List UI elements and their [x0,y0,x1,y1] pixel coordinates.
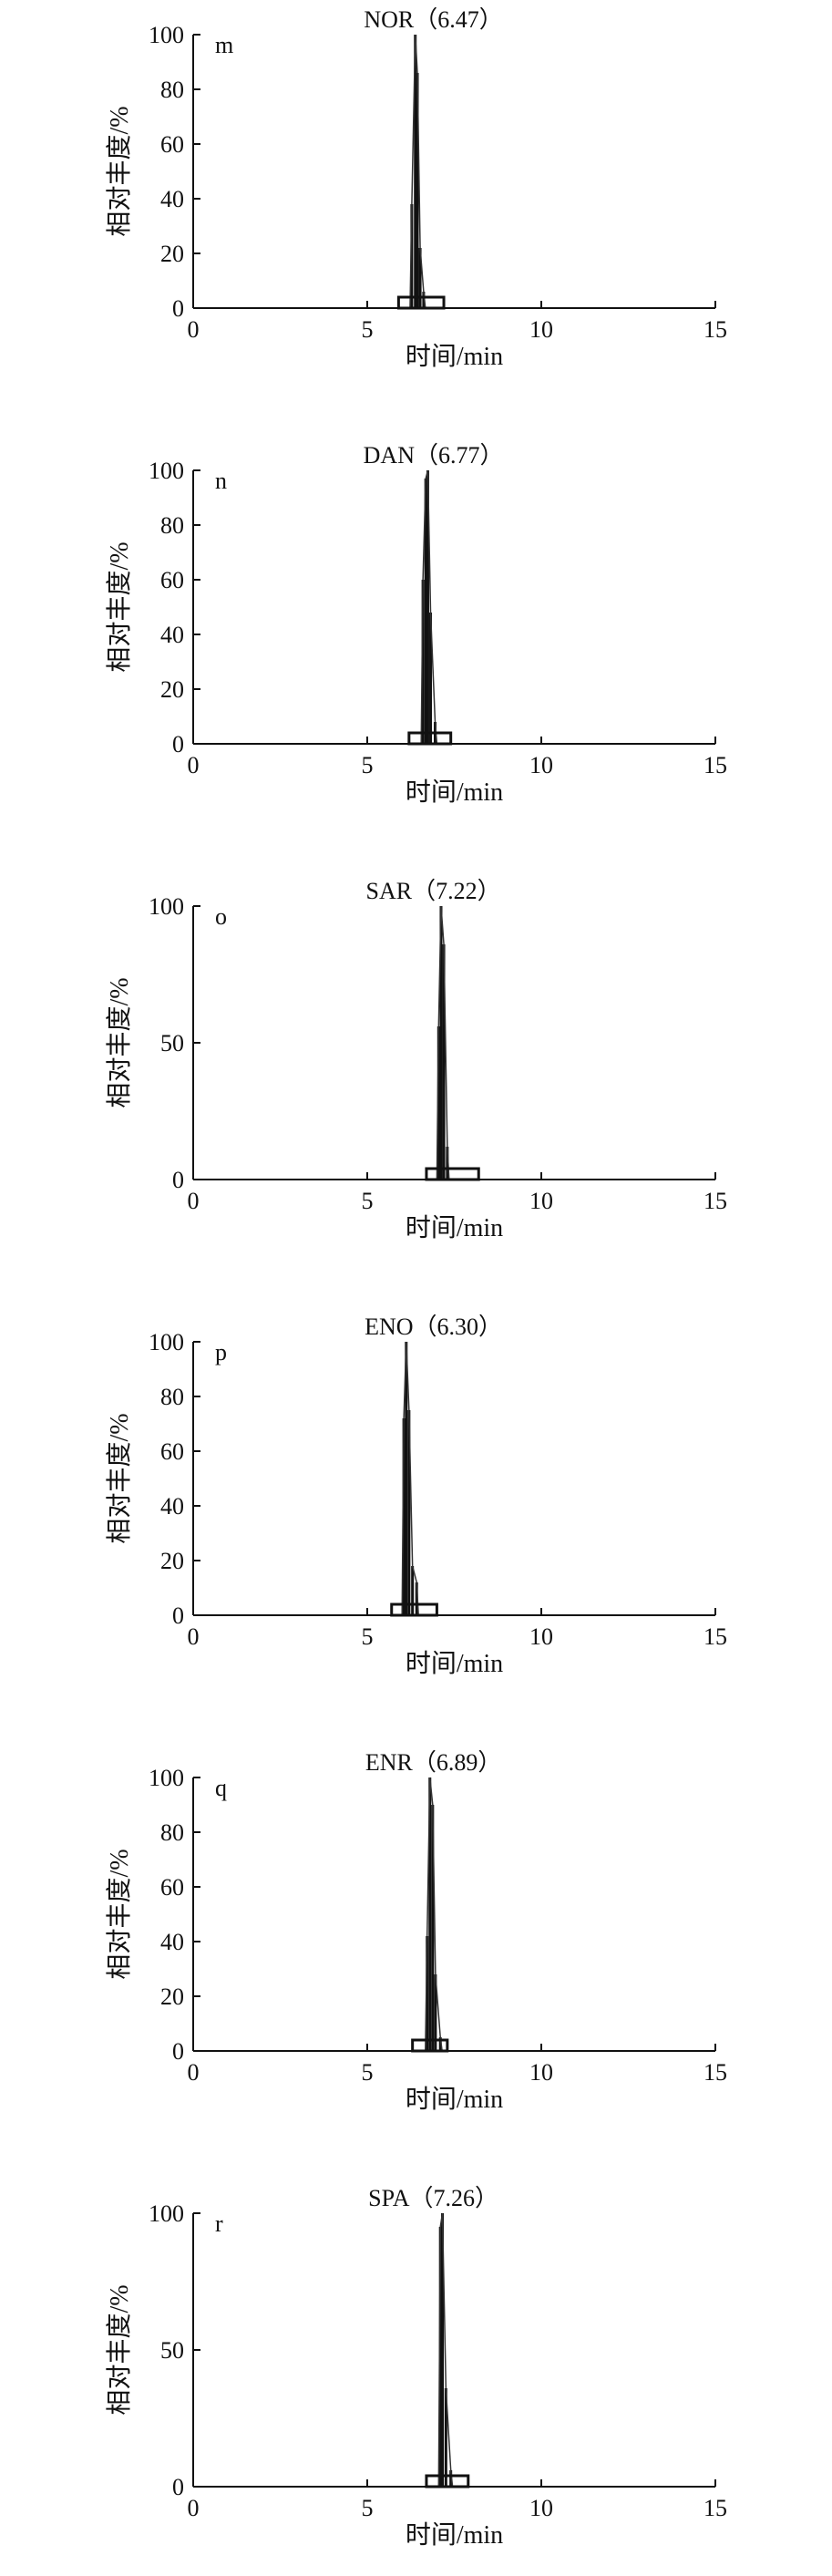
x-tick-label: 0 [188,2495,200,2521]
y-tick-label: 100 [149,1765,184,1791]
chart-panel-n: 0 5 10 15 0 20 40 60 80 100 n DAN（6.77） 时间/min 相对丰度/% [105,442,727,807]
y-tick-label: 0 [172,731,184,757]
y-tick-label: 20 [160,1548,184,1574]
y-tick-label: 20 [160,676,184,703]
x-tick-label: 0 [188,2059,200,2086]
baseline-box [407,731,453,746]
x-tick-label: 15 [704,752,727,778]
x-axis-label: 时间/min [406,2520,503,2550]
y-tick-label: 100 [149,1329,184,1355]
x-tick-label: 10 [529,2059,553,2086]
y-tick-label: 80 [160,1384,184,1410]
y-axis-label: 相对丰度/% [105,1849,134,1979]
y-tick-label: 100 [149,893,184,920]
y-tick-label: 80 [160,1819,184,1846]
y-tick-label: 40 [160,186,184,212]
chart-title: ENR（6.89） [365,1749,502,1776]
y-tick-label: 60 [160,567,184,593]
y-tick-label: 50 [160,1030,184,1056]
peak-outline [401,1341,419,1616]
x-tick-label: 0 [188,1623,200,1650]
y-tick-label: 50 [160,2337,184,2364]
panel-letter: q [215,1775,227,1801]
y-tick-label: 40 [160,1493,184,1520]
x-tick-label: 5 [362,1623,374,1650]
y-axis-label: 相对丰度/% [105,106,134,236]
x-axis-label: 时间/min [406,778,503,807]
y-tick-label: 100 [149,22,184,48]
x-tick-label: 10 [529,2495,553,2521]
x-tick-label: 15 [704,2059,727,2086]
x-tick-label: 5 [362,316,374,343]
x-tick-label: 10 [529,316,553,343]
x-tick-label: 10 [529,1623,553,1650]
y-tick-label: 0 [172,2474,184,2500]
x-axis-label: 时间/min [406,1649,503,1678]
baseline-box [411,2038,449,2053]
x-tick-label: 5 [362,752,374,778]
panel-letter: n [215,468,227,494]
y-tick-label: 0 [172,1602,184,1629]
baseline-box [396,295,446,310]
y-tick-label: 20 [160,1984,184,2010]
x-tick-label: 15 [704,1623,727,1650]
x-tick-label: 10 [529,1188,553,1214]
chart-panel-o: 0 5 10 15 0 50 100 o SAR（7.22） 时间/min 相对丰度/% [105,878,727,1242]
x-tick-label: 0 [188,316,200,343]
peak-outline [420,469,438,745]
peak-outline [409,34,426,309]
x-tick-label: 5 [362,2059,374,2086]
y-tick-label: 0 [172,295,184,322]
y-tick-label: 60 [160,131,184,158]
chart-panel-p: 0 5 10 15 0 20 40 60 80 100 p ENO（6.30） 时间/min 相对丰度/% [105,1314,727,1678]
y-tick-label: 60 [160,1438,184,1465]
y-axis-label: 相对丰度/% [105,977,134,1108]
peak-outline [425,1777,443,2052]
y-tick-label: 80 [160,512,184,539]
y-tick-label: 80 [160,77,184,103]
chart-title: SAR（7.22） [366,878,501,904]
x-axis-label: 时间/min [406,2085,503,2114]
y-tick-label: 100 [149,2200,184,2227]
chart-panel-q: 0 5 10 15 0 20 40 60 80 100 q ENR（6.89） 时间/min 相对丰度/% [105,1749,727,2114]
y-tick-label: 40 [160,1929,184,1955]
y-tick-label: 100 [149,458,184,484]
baseline-box [425,1167,480,1181]
panel-letter: o [215,903,227,930]
x-tick-label: 15 [704,1188,727,1214]
y-axis-label: 相对丰度/% [105,2284,134,2415]
chart-title: ENO（6.30） [365,1314,502,1340]
baseline-box [390,1602,438,1617]
y-axis-label: 相对丰度/% [105,541,134,672]
y-tick-label: 20 [160,241,184,267]
x-tick-label: 10 [529,752,553,778]
panel-letter: p [215,1339,227,1365]
y-tick-label: 60 [160,1874,184,1901]
x-tick-label: 15 [704,2495,727,2521]
x-tick-label: 5 [362,2495,374,2521]
chart-panel-r: 0 5 10 15 0 50 100 r SPA（7.26） 时间/min 相对丰度/% [105,2185,727,2550]
peak-outline [437,2212,454,2488]
chart-title: NOR（6.47） [364,6,502,33]
chart-title: DAN（6.77） [364,442,504,469]
x-tick-label: 0 [188,1188,200,1214]
y-tick-label: 0 [172,2038,184,2065]
chart-title: SPA（7.26） [368,2185,498,2211]
x-tick-label: 15 [704,316,727,343]
peak-outline [436,905,450,1180]
y-axis-label: 相对丰度/% [105,1413,134,1543]
x-tick-label: 0 [188,752,200,778]
x-axis-label: 时间/min [406,342,503,371]
panel-letter: r [215,2210,223,2237]
x-axis-label: 时间/min [406,1213,503,1242]
panel-letter: m [215,32,233,58]
x-tick-label: 5 [362,1188,374,1214]
y-tick-label: 40 [160,622,184,648]
chart-panel-m: 0 5 10 15 0 20 40 60 80 100 m NOR（6.47） 时间/min 相对丰度/% [105,6,727,371]
y-tick-label: 0 [172,1167,184,1193]
baseline-box [425,2474,470,2488]
